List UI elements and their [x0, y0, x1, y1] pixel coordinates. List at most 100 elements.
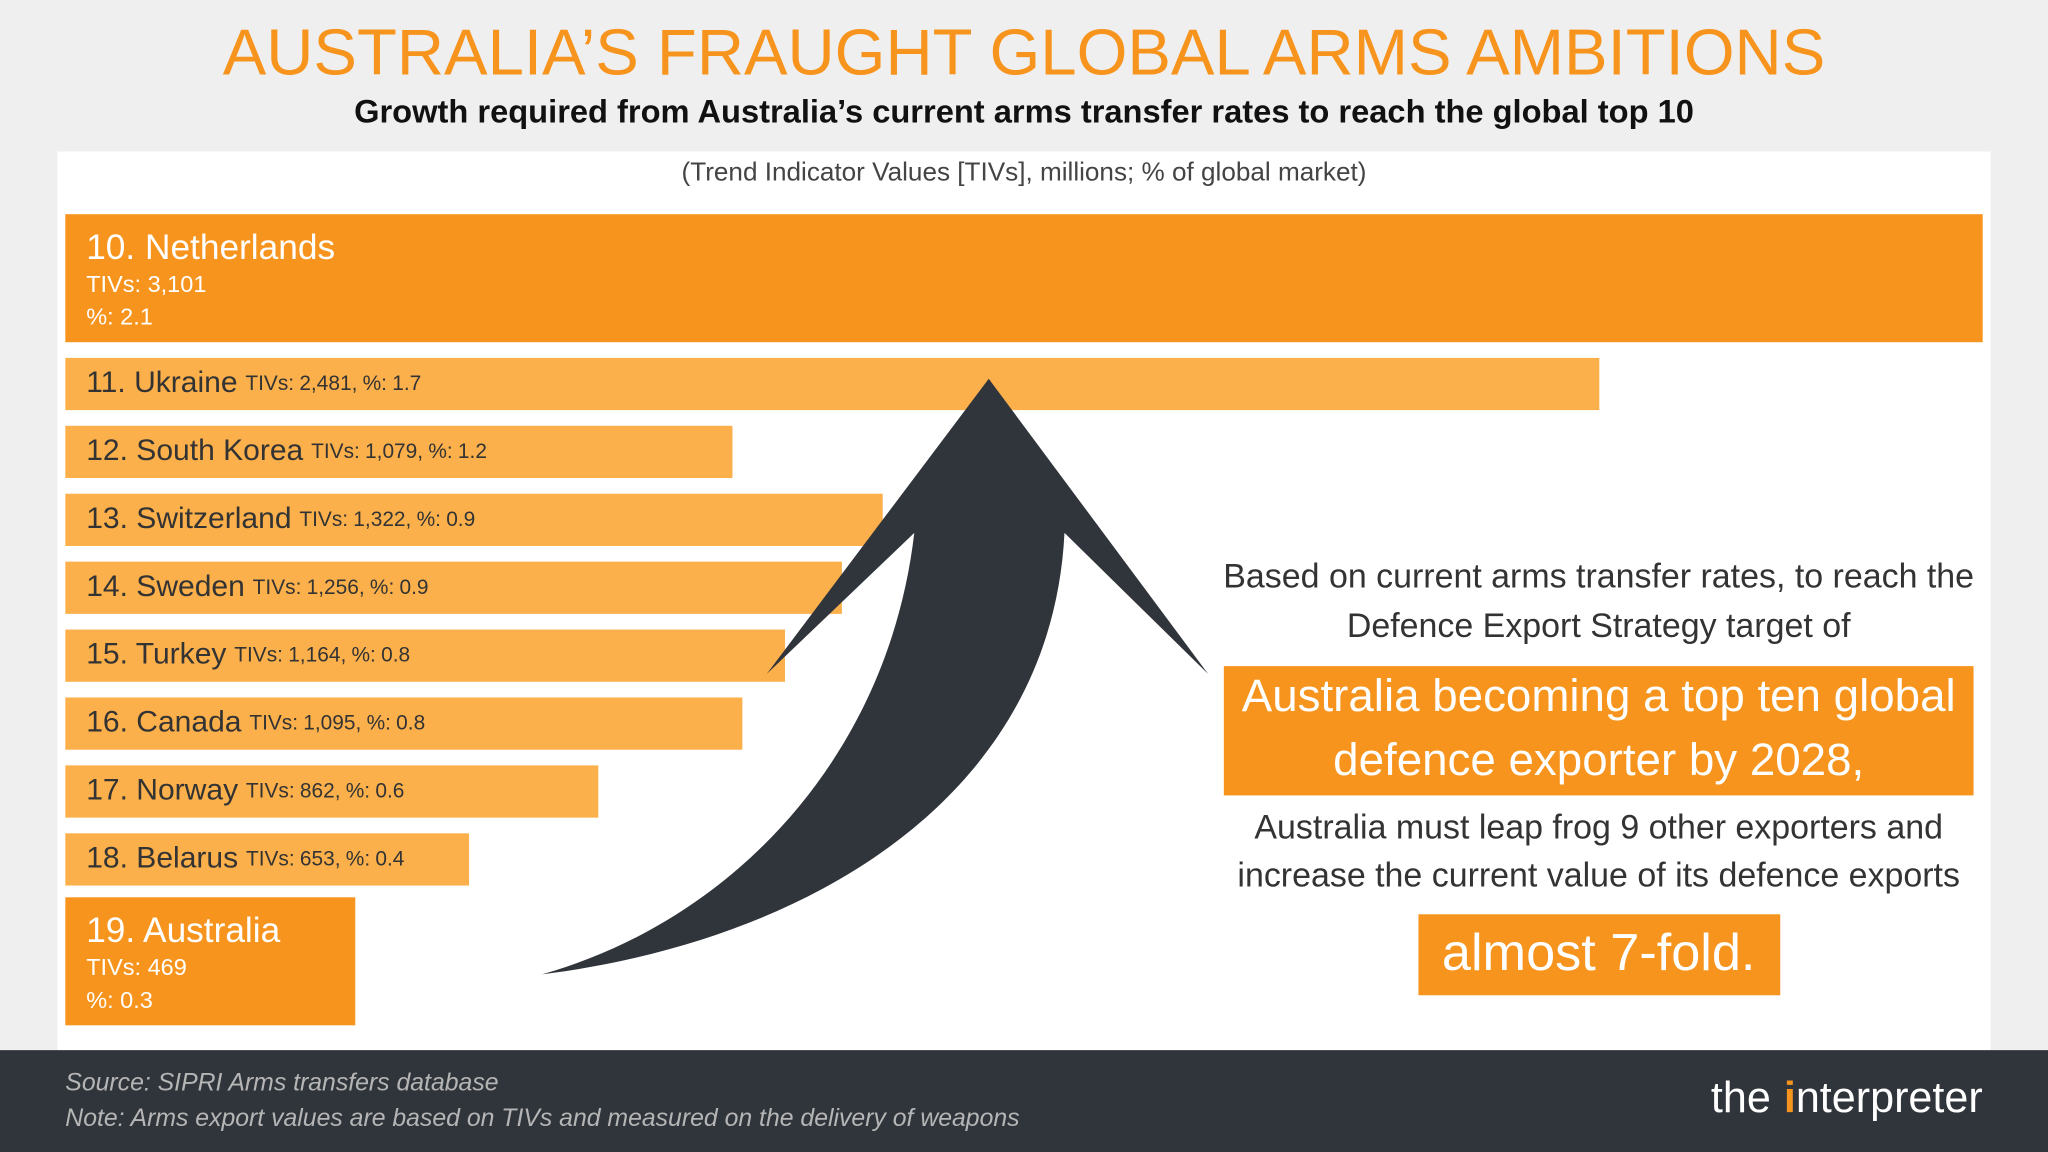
tiv-prefix: TIVs: — [253, 575, 302, 598]
bar — [65, 629, 786, 682]
tiv-label: TIVs: 469 — [86, 954, 187, 980]
separator: , — [406, 507, 412, 530]
arrow — [542, 378, 1209, 975]
separator: , — [359, 575, 365, 598]
bar — [65, 833, 470, 886]
category-label: 13. Switzerland — [86, 502, 291, 535]
pct-value: 0.4 — [375, 847, 404, 870]
tiv-value: 653 — [300, 847, 335, 870]
bar — [65, 357, 1600, 411]
separator: , — [340, 643, 346, 666]
tiv-prefix: TIVs: — [246, 779, 295, 802]
annotation-text: increase the current value of its defenc… — [1237, 857, 1960, 895]
pct-prefix: %: — [86, 987, 113, 1013]
pct-label: %: 2.1 — [86, 304, 153, 330]
tiv-prefix: TIVs: — [249, 711, 298, 734]
bar — [65, 897, 356, 1026]
highlight-text: Australia becoming a top ten global — [1242, 670, 1956, 721]
tiv-value: 1,095 — [303, 711, 355, 734]
pct-prefix: %: — [428, 439, 452, 462]
note: Note: Arms export values are based on TI… — [65, 1105, 1019, 1132]
pct-prefix: %: — [367, 711, 391, 734]
tiv-label: TIVs: 3,101 — [86, 271, 206, 297]
separator: , — [335, 847, 341, 870]
category-label: 14. Sweden — [86, 570, 245, 603]
bar — [65, 697, 743, 750]
pct-value: 0.6 — [375, 779, 404, 802]
tiv-prefix: TIVs: — [311, 439, 360, 462]
bar — [65, 425, 733, 479]
pct-value: 0.8 — [396, 711, 425, 734]
pct-prefix: %: — [346, 847, 370, 870]
tiv-prefix: TIVs: — [234, 643, 283, 666]
tiv-value: 1,322 — [353, 507, 405, 530]
tiv-value: 3,101 — [148, 271, 207, 297]
category-label: 12. South Korea — [86, 434, 303, 467]
pct-prefix: %: — [351, 643, 375, 666]
separator: , — [417, 439, 423, 462]
logo: the interpreter — [1711, 1074, 1983, 1122]
source: Source: SIPRI Arms transfers database — [65, 1070, 498, 1097]
category-label: 15. Turkey — [86, 638, 226, 671]
pct-value: 1.7 — [392, 372, 421, 395]
pct-value: 2.1 — [120, 304, 153, 330]
pct-value: 0.8 — [381, 643, 410, 666]
bar — [65, 493, 883, 546]
tiv-prefix: TIVs: — [86, 271, 141, 297]
tiv-prefix: TIVs: — [245, 372, 294, 395]
chart-title: AUSTRALIA’S FRAUGHT GLOBAL ARMS AMBITION… — [223, 16, 1826, 89]
row-label: 15. Turkey TIVs: 1,164,%: 0.8 — [86, 638, 410, 671]
annotation-text: Based on current arms transfer rates, to… — [1223, 558, 1974, 596]
category-label: 11. Ukraine — [86, 366, 237, 399]
separator: , — [352, 372, 358, 395]
pct-value: 0.3 — [120, 987, 153, 1013]
tiv-value: 469 — [148, 954, 187, 980]
pct-value: 0.9 — [399, 575, 428, 598]
category-label: 18. Belarus — [86, 841, 238, 874]
category-label: 16. Canada — [86, 706, 242, 739]
conclusion-text: almost 7-fold. — [1442, 924, 1756, 982]
category-label: 10. Netherlands — [86, 228, 335, 267]
tiv-value: 1,256 — [307, 575, 359, 598]
pct-prefix: %: — [370, 575, 394, 598]
tiv-value: 862 — [300, 779, 335, 802]
bar — [65, 765, 599, 818]
conclusion-box — [1418, 914, 1781, 996]
tiv-value: 1,164 — [288, 643, 340, 666]
bars: 10. Netherlands TIVs: 3,101%: 2.1 11. Ukrain… — [65, 214, 1983, 1026]
units-note: (Trend Indicator Values [TIVs], millions… — [682, 157, 1367, 187]
row-label: 16. Canada TIVs: 1,095,%: 0.8 — [86, 706, 425, 739]
row-label: 14. Sweden TIVs: 1,256,%: 0.9 — [86, 570, 428, 603]
pct-value: 0.9 — [446, 507, 475, 530]
logo-highlight: i — [1784, 1074, 1796, 1122]
footer — [0, 1050, 2048, 1152]
row-label: 18. Belarus TIVs: 653,%: 0.4 — [86, 841, 404, 874]
tiv-value: 1,079 — [365, 439, 417, 462]
pct-label: %: 0.3 — [86, 987, 153, 1013]
row-label: 13. Switzerland TIVs: 1,322,%: 0.9 — [86, 502, 475, 535]
row-label: 11. Ukraine TIVs: 2,481,%: 1.7 — [86, 366, 421, 399]
logo-prefix: the — [1711, 1074, 1771, 1122]
bar — [65, 561, 842, 614]
highlight-box — [1223, 666, 1974, 796]
tiv-prefix: TIVs: — [299, 507, 348, 530]
pct-prefix: %: — [86, 304, 113, 330]
bar — [65, 214, 1983, 343]
tiv-prefix: TIVs: — [86, 954, 141, 980]
category-label: 17. Norway — [86, 773, 238, 806]
pct-prefix: %: — [417, 507, 441, 530]
row-label: 17. Norway TIVs: 862,%: 0.6 — [86, 773, 404, 806]
annotation-text: Defence Export Strategy target of — [1347, 607, 1851, 645]
pct-value: 1.2 — [458, 439, 487, 462]
chart-subtitle: Growth required from Australia’s current… — [354, 92, 1694, 129]
highlight-text: defence exporter by 2028, — [1333, 734, 1864, 785]
separator: , — [356, 711, 362, 734]
separator: , — [335, 779, 341, 802]
logo-rest: nterpreter — [1796, 1074, 1983, 1122]
pct-prefix: %: — [346, 779, 370, 802]
annotation-text: Australia must leap frog 9 other exporte… — [1254, 808, 1943, 846]
pct-prefix: %: — [363, 372, 387, 395]
tiv-prefix: TIVs: — [246, 847, 295, 870]
